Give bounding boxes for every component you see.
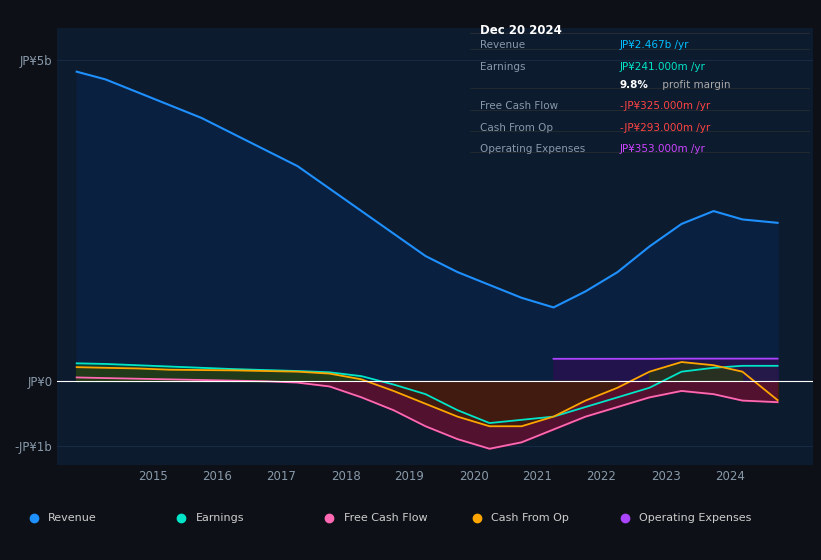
Text: Dec 20 2024: Dec 20 2024 <box>479 24 562 36</box>
Text: Earnings: Earnings <box>479 62 525 72</box>
Text: Earnings: Earnings <box>196 513 245 523</box>
Text: Revenue: Revenue <box>479 40 525 50</box>
Text: JP¥241.000m /yr: JP¥241.000m /yr <box>620 62 705 72</box>
Text: Revenue: Revenue <box>48 513 97 523</box>
Text: JP¥353.000m /yr: JP¥353.000m /yr <box>620 144 705 154</box>
Text: Operating Expenses: Operating Expenses <box>479 144 585 154</box>
Text: Free Cash Flow: Free Cash Flow <box>479 101 558 111</box>
Text: -JP¥293.000m /yr: -JP¥293.000m /yr <box>620 123 710 133</box>
Text: profit margin: profit margin <box>658 80 730 90</box>
Text: JP¥2.467b /yr: JP¥2.467b /yr <box>620 40 689 50</box>
Text: Operating Expenses: Operating Expenses <box>640 513 751 523</box>
Text: Free Cash Flow: Free Cash Flow <box>344 513 427 523</box>
Text: Cash From Op: Cash From Op <box>491 513 569 523</box>
Text: Cash From Op: Cash From Op <box>479 123 553 133</box>
Text: -JP¥325.000m /yr: -JP¥325.000m /yr <box>620 101 710 111</box>
Text: 9.8%: 9.8% <box>620 80 649 90</box>
